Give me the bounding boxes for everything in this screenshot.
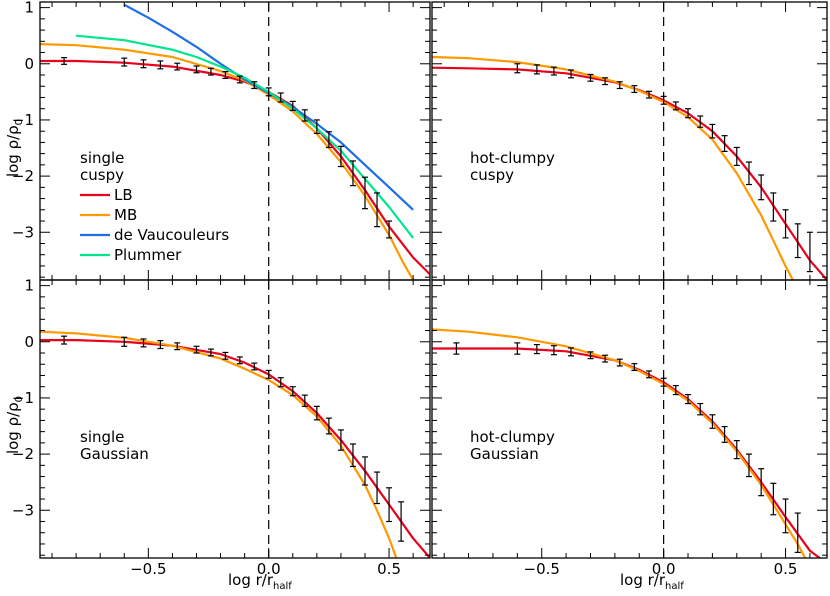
panel-frame xyxy=(39,279,431,559)
panel-frame xyxy=(431,1,828,281)
error-bars-top-left xyxy=(61,56,393,239)
error-bars-bottom-right xyxy=(453,342,801,553)
x-tick-label: 0.0 xyxy=(257,560,281,578)
panel-bottom-left: 10−1−2−3−0.5 0.0 0.5 xyxy=(12,277,431,578)
curves-top-left xyxy=(40,3,430,280)
y-tick-label: 1 xyxy=(24,277,34,295)
legend-label-de-vaucouleurs: de Vaucouleurs xyxy=(114,226,229,244)
panel-label-top-left-line2: cuspy xyxy=(80,166,124,184)
x-tick-label: −0.5 xyxy=(130,560,166,578)
panel-top-left: 10−1−2−3 xyxy=(12,0,431,281)
y-tick-label: −1 xyxy=(12,389,34,407)
y-axis-title-top: log ρ/ρ0 xyxy=(4,119,25,177)
panel-label-top-left-line1: single xyxy=(80,149,124,167)
y-axis-title-bottom-sub: 0 xyxy=(14,396,25,402)
panel-label-bottom-left-line1: single xyxy=(80,428,124,446)
panel-label-bottom-right-line1: hot-clumpy xyxy=(470,428,555,446)
ticks-top-left xyxy=(40,2,430,280)
y-axis-title-top-sub: 0 xyxy=(14,119,25,125)
legend-label-LB: LB xyxy=(114,186,133,204)
series-mb-line xyxy=(40,330,398,558)
panel-label-bottom-right-line2: Gaussian xyxy=(470,445,539,463)
panels-layer: 10−1−2−310−1−2−3−0.5 0.0 0.5 −0.5 0.0 0.5 xyxy=(12,0,828,578)
x-tick-label: 0.0 xyxy=(652,560,676,578)
panel-top-right xyxy=(431,1,828,281)
y-tick-label: 0 xyxy=(24,333,34,351)
x-axis-title-left-main: log r/r xyxy=(228,571,274,589)
panel-labels: single cuspy hot-clumpy cuspy single Gau… xyxy=(80,149,555,463)
x-axis-title-left: log r/rhalf xyxy=(228,571,292,592)
panel-bottom-right: −0.5 0.0 0.5 xyxy=(431,279,828,578)
panel-label-top-right-line1: hot-clumpy xyxy=(470,149,555,167)
ticks-bottom-left xyxy=(40,280,430,558)
panel-label-bottom-left-line2: Gaussian xyxy=(80,445,149,463)
y-axis-title-bottom-main: log ρ/ρ xyxy=(4,402,22,454)
legend-label-plummer: Plummer xyxy=(114,246,182,264)
error-bars-top-right xyxy=(514,63,813,273)
y-tick-label: −3 xyxy=(12,501,34,519)
ticks-bottom-right xyxy=(432,280,827,558)
y-tick-label: −2 xyxy=(12,167,34,185)
panel-frame xyxy=(39,1,431,281)
x-tick-label: 0.5 xyxy=(377,560,401,578)
x-axis-title-right-sub: half xyxy=(665,581,684,592)
x-axis-title-left-sub: half xyxy=(273,581,292,592)
x-tick-label: 0.5 xyxy=(774,560,798,578)
legend: LB MB de Vaucouleurs Plummer xyxy=(80,186,229,264)
x-axis-title-right: log r/rhalf xyxy=(620,571,684,592)
y-tick-label: −3 xyxy=(12,223,34,241)
series-mb-line xyxy=(40,43,415,280)
y-axis-title-bottom: log ρ/ρ0 xyxy=(4,396,25,454)
axis-titles: log r/rhalf log r/rhalf log ρ/ρ0 log ρ/ρ… xyxy=(4,119,684,592)
y-tick-label: 1 xyxy=(24,0,34,17)
y-tick-label: −1 xyxy=(12,111,34,129)
ticks-top-right xyxy=(432,2,827,280)
panel-label-top-right-line2: cuspy xyxy=(470,166,514,184)
legend-label-MB: MB xyxy=(114,206,137,224)
y-tick-label: 0 xyxy=(24,55,34,73)
y-tick-label: −2 xyxy=(12,445,34,463)
y-axis-title-top-main: log ρ/ρ xyxy=(4,125,22,177)
x-axis-title-right-main: log r/r xyxy=(620,571,666,589)
error-bars-bottom-left xyxy=(61,335,405,542)
x-tick-label: −0.5 xyxy=(524,560,560,578)
panel-frame xyxy=(431,279,828,559)
